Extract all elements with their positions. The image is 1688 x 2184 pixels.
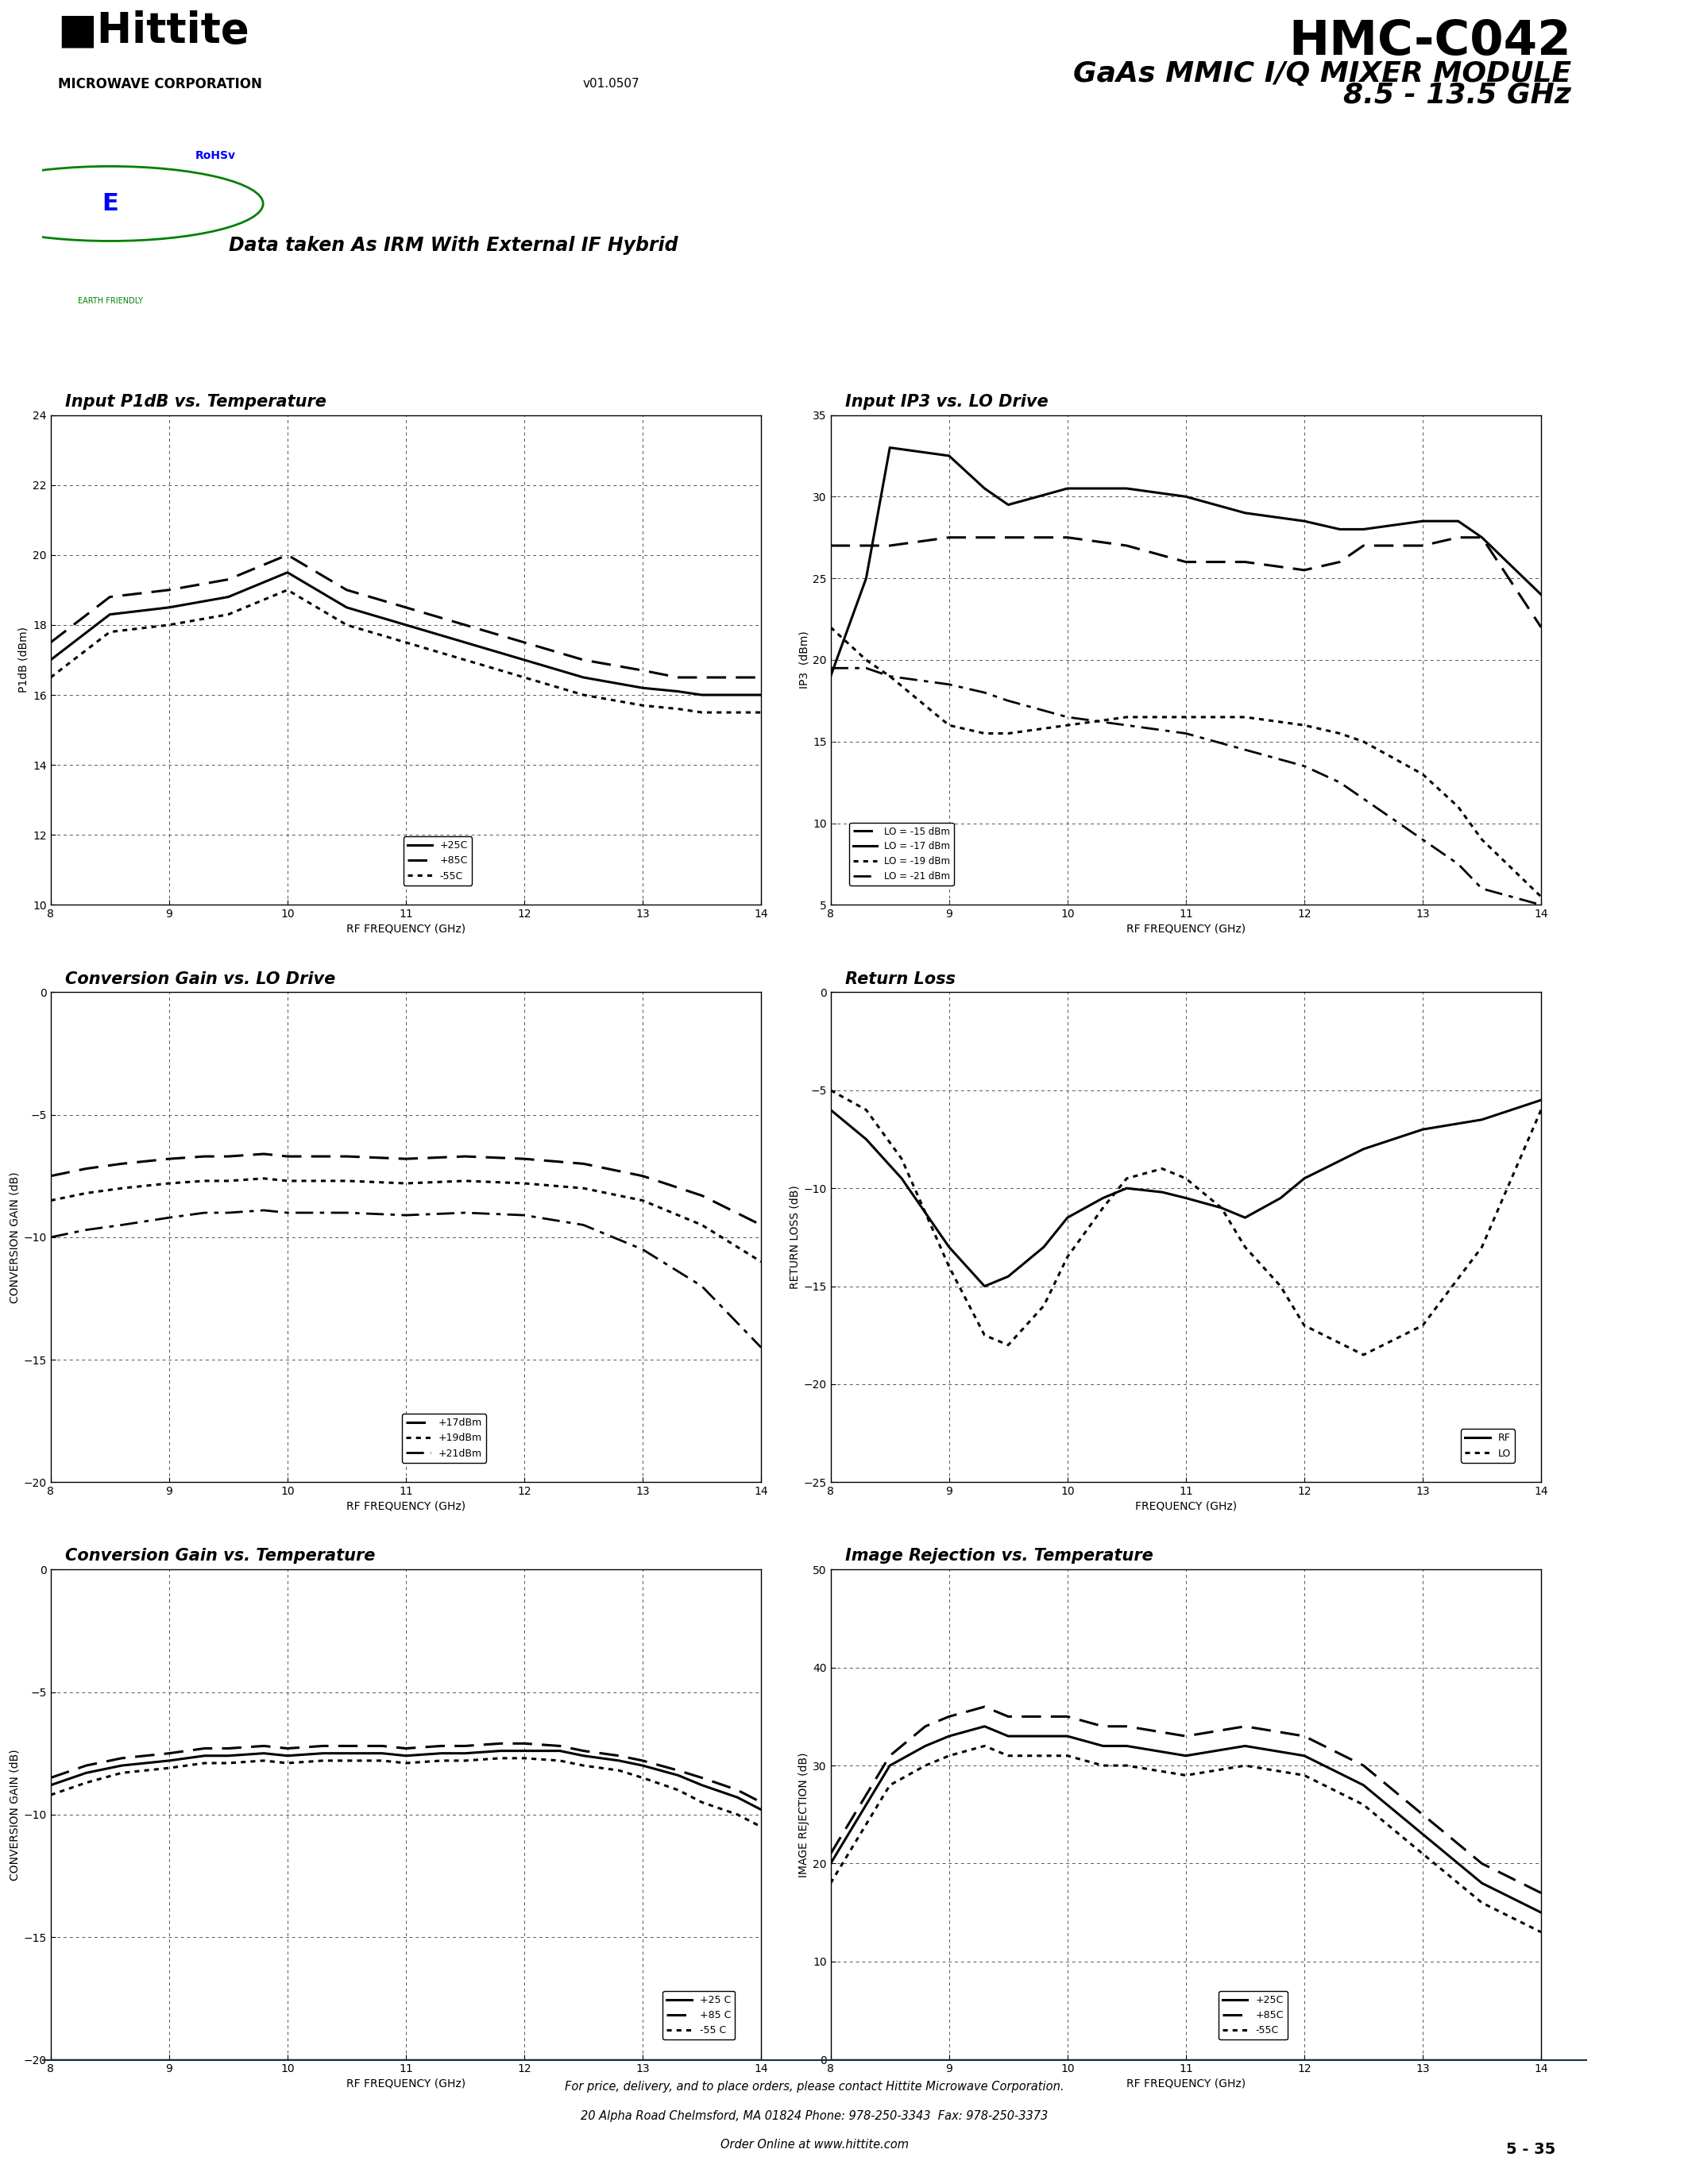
Y-axis label: IMAGE REJECTION (dB): IMAGE REJECTION (dB) [798, 1752, 810, 1876]
Text: 20 Alpha Road Chelmsford, MA 01824 Phone: 978-250-3343  Fax: 978-250-3373: 20 Alpha Road Chelmsford, MA 01824 Phone… [581, 2110, 1048, 2121]
X-axis label: RF FREQUENCY (GHz): RF FREQUENCY (GHz) [346, 924, 466, 935]
Text: RoHSv: RoHSv [196, 151, 236, 162]
Legend: RF, LO: RF, LO [1462, 1428, 1514, 1463]
Text: Return Loss: Return Loss [844, 972, 955, 987]
X-axis label: RF FREQUENCY (GHz): RF FREQUENCY (GHz) [1126, 924, 1246, 935]
Legend: +25C, +85C, -55C: +25C, +85C, -55C [1219, 1992, 1288, 2040]
X-axis label: RF FREQUENCY (GHz): RF FREQUENCY (GHz) [346, 2077, 466, 2088]
Text: Data taken As IRM With External IF Hybrid: Data taken As IRM With External IF Hybri… [230, 236, 679, 256]
Text: Conversion Gain vs. Temperature: Conversion Gain vs. Temperature [64, 1548, 375, 1564]
Text: HMC-C042: HMC-C042 [1288, 17, 1572, 66]
Text: Input P1dB vs. Temperature: Input P1dB vs. Temperature [64, 393, 326, 411]
Text: Conversion Gain vs. LO Drive: Conversion Gain vs. LO Drive [64, 972, 336, 987]
Text: 8.5 - 13.5 GHz: 8.5 - 13.5 GHz [1344, 81, 1572, 109]
Text: MIXERS: MIXERS [1609, 976, 1641, 1120]
Text: Input IP3 vs. LO Drive: Input IP3 vs. LO Drive [844, 393, 1048, 411]
Y-axis label: P1dB (dBm): P1dB (dBm) [19, 627, 29, 692]
Text: 5: 5 [1590, 509, 1659, 605]
Y-axis label: RETURN LOSS (dB): RETURN LOSS (dB) [788, 1186, 800, 1289]
Text: v01.0507: v01.0507 [582, 79, 640, 90]
Text: ■Hittite: ■Hittite [57, 9, 250, 50]
Legend: +25 C, +85 C, -55 C: +25 C, +85 C, -55 C [663, 1992, 734, 2040]
Text: E: E [101, 192, 118, 216]
Legend: +25C, +85C, -55C: +25C, +85C, -55C [403, 836, 473, 885]
X-axis label: RF FREQUENCY (GHz): RF FREQUENCY (GHz) [346, 1500, 466, 1511]
Text: Order Online at www.hittite.com: Order Online at www.hittite.com [721, 2138, 908, 2151]
Y-axis label: CONVERSION GAIN (dB): CONVERSION GAIN (dB) [8, 1749, 20, 1880]
X-axis label: RF FREQUENCY (GHz): RF FREQUENCY (GHz) [1126, 2077, 1246, 2088]
Legend: +17dBm, +19dBm, +21dBm: +17dBm, +19dBm, +21dBm [402, 1413, 486, 1463]
Text: 5 - 35: 5 - 35 [1506, 2143, 1556, 2158]
Legend: LO = -15 dBm, LO = -17 dBm, LO = -19 dBm, LO = -21 dBm: LO = -15 dBm, LO = -17 dBm, LO = -19 dBm… [849, 823, 954, 885]
Text: Image Rejection vs. Temperature: Image Rejection vs. Temperature [844, 1548, 1153, 1564]
Text: For price, delivery, and to place orders, please contact Hittite Microwave Corpo: For price, delivery, and to place orders… [565, 2081, 1063, 2092]
Y-axis label: IP3  (dBm): IP3 (dBm) [798, 631, 810, 688]
Y-axis label: CONVERSION GAIN (dB): CONVERSION GAIN (dB) [8, 1171, 20, 1304]
Text: MICROWAVE CORPORATION: MICROWAVE CORPORATION [57, 76, 262, 92]
X-axis label: FREQUENCY (GHz): FREQUENCY (GHz) [1134, 1500, 1237, 1511]
Text: GaAs MMIC I/Q MIXER MODULE: GaAs MMIC I/Q MIXER MODULE [1074, 61, 1572, 87]
Text: EARTH FRIENDLY: EARTH FRIENDLY [78, 297, 143, 306]
